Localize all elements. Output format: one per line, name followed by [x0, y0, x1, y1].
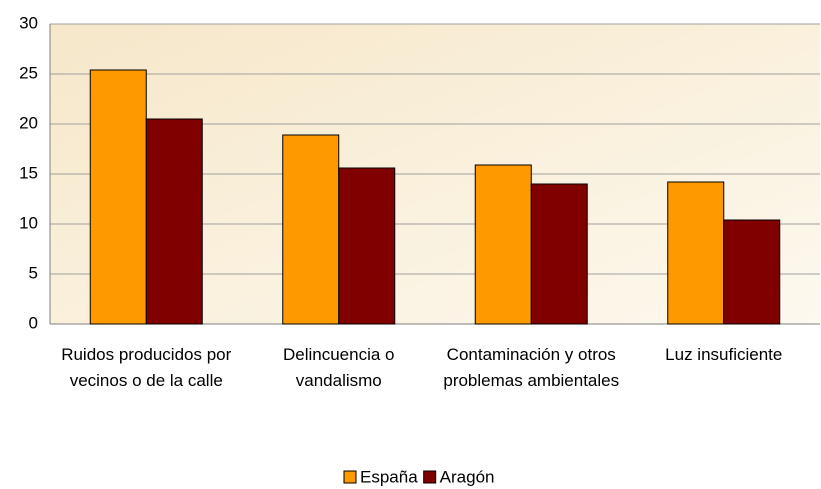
bar — [338, 167, 396, 325]
y-tick-label: 5 — [29, 263, 38, 282]
legend-swatch — [343, 470, 357, 484]
x-tick-label: Luz insuficiente — [665, 345, 783, 364]
y-tick-label: 20 — [19, 113, 38, 132]
bar — [89, 69, 147, 325]
legend-swatch — [423, 470, 437, 484]
y-tick-label: 15 — [19, 163, 38, 182]
legend-label: España — [360, 467, 418, 486]
y-tick-label: 10 — [19, 213, 38, 232]
legend-label: Aragón — [440, 467, 495, 486]
bar — [723, 219, 781, 325]
bar — [474, 164, 532, 325]
y-tick-label: 25 — [19, 63, 38, 82]
bar — [145, 118, 203, 325]
x-tick-label: Ruidos producidos por vecinos o de la ca… — [61, 345, 232, 390]
y-tick-label: 30 — [19, 13, 38, 32]
x-tick-label: Contaminación y otros problemas ambienta… — [443, 345, 620, 390]
y-tick-label: 0 — [29, 313, 38, 332]
bar — [530, 183, 588, 325]
x-tick-label: Delincuencia o vandalismo — [282, 345, 395, 390]
bar — [667, 181, 725, 325]
bar — [282, 134, 340, 325]
